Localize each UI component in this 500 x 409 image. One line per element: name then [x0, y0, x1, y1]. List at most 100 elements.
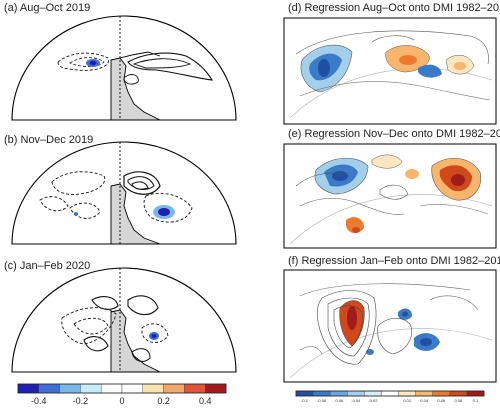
colorbar-left-swatch	[38, 383, 60, 394]
panel-e-anomaly-orange-1	[371, 154, 403, 169]
colorbar-right: -0.1 -0.08 -0.06 -0.04 -0.02 0.02 0.04 0.06 0.08…	[295, 390, 485, 403]
colorbar-right-swatch	[466, 390, 485, 397]
panel-d-anomaly-orange-core	[399, 55, 417, 65]
panel-d-anomaly-blue-small	[418, 64, 442, 78]
panel-d-contour-1	[295, 30, 489, 65]
panel-b-contour-pos-2	[127, 176, 155, 190]
panel-b-title: (b) Nov–Dec 2019	[4, 134, 94, 146]
panel-e-contour-1	[295, 173, 351, 187]
colorbar-right-tick-label: -0.04	[351, 398, 361, 403]
panel-f-contour-3	[333, 305, 363, 349]
panel-b-land	[110, 183, 161, 245]
colorbar-left-swatch	[121, 383, 143, 394]
colorbar-right-tick-label: -0.06	[334, 398, 344, 403]
panel-e-title: (e) Regression Nov–Dec onto DMI 1982–201…	[288, 128, 500, 140]
panel-d-map	[283, 17, 497, 125]
panel-f-contour-7	[299, 346, 323, 355]
panel-c-anomaly-blue-core	[151, 334, 157, 338]
colorbar-right-tick-label: -0.1	[301, 398, 309, 403]
colorbar-left-swatch	[163, 383, 185, 394]
colorbar-right-swatch	[449, 390, 468, 397]
panel-e-anomaly-blue-core	[332, 171, 348, 181]
panel-b-map	[11, 141, 237, 245]
panel-d-anomaly-blue-core	[318, 59, 330, 77]
panel-a-contour-pos-1	[127, 52, 214, 81]
panel-b-contour-pos-1	[123, 171, 161, 195]
panel-a-contour-pos-3	[123, 74, 139, 85]
colorbar-right-swatch	[381, 390, 399, 397]
colorbar-left-swatch	[100, 383, 123, 394]
panel-b-anomaly-small	[74, 212, 78, 216]
panel-f-contour-2	[327, 297, 370, 357]
colorbar-right-tick-label: 0.08	[454, 398, 463, 403]
panel-f-coast	[289, 328, 493, 379]
panel-f-anomaly-red-core	[347, 306, 357, 330]
panel-e-contour-3	[419, 204, 489, 215]
panel-c-contour-neg-1	[61, 307, 117, 345]
colorbar-left-tick-label: 0.4	[199, 396, 212, 406]
colorbar-left-swatch	[17, 383, 39, 394]
colorbar-right-swatch	[312, 390, 331, 397]
panel-c-contour-neg-3	[141, 323, 169, 343]
colorbar-right-swatch	[432, 390, 451, 397]
panel-c-map	[11, 267, 237, 373]
colorbar-right-swatch	[295, 390, 314, 397]
panel-d-anomaly-orange-2-core	[454, 62, 466, 70]
panel-c-contour-pos-1	[83, 336, 109, 352]
colorbar-left-tick-label: 0.2	[157, 396, 170, 406]
panel-c-contour-pos-4	[131, 348, 151, 362]
panel-f-contour-4	[377, 317, 412, 355]
panel-e-anomaly-orange-2	[405, 169, 419, 179]
colorbar-right-tick-label: 0.1	[473, 398, 479, 403]
panel-b-contour-neg-1	[51, 171, 106, 195]
panel-a-map	[11, 15, 237, 121]
colorbar-left-swatch	[184, 383, 206, 394]
colorbar-right-tick-label: -0.02	[368, 398, 378, 403]
panel-c-land	[110, 309, 161, 373]
panel-a-contour-neg-inner	[69, 57, 105, 68]
colorbar-right-swatch	[415, 390, 433, 397]
panel-a-contour-pos-2	[132, 58, 192, 69]
colorbar-left-swatch	[59, 383, 81, 394]
colorbar-left-tick-label: 0	[119, 396, 124, 406]
panel-f-contour-1	[316, 290, 377, 365]
panel-e-anomaly-red-core	[451, 174, 465, 186]
panel-f-contour-6	[429, 295, 479, 311]
colorbar-right-swatch	[329, 390, 348, 397]
panel-c-contour-pos-2	[91, 296, 119, 310]
colorbar-right-tick-label: 0.04	[420, 398, 429, 403]
colorbar-left: -0.4 -0.2 0 0.2 0.4	[17, 383, 227, 406]
panel-c-contour-neg-2	[73, 317, 109, 335]
panel-a-contour-neg-outer	[57, 52, 110, 71]
panel-f-map	[283, 269, 497, 383]
colorbar-right-swatch	[347, 390, 365, 397]
panel-b-contour-neg-4	[143, 192, 193, 223]
colorbar-right-tick-label: -0.08	[317, 398, 327, 403]
panel-f-anomaly-blue-3	[366, 349, 374, 355]
colorbar-right-tick-label: 0.02	[403, 398, 412, 403]
colorbar-left-frame	[17, 383, 227, 394]
colorbar-right-frame	[295, 390, 485, 397]
panel-a-title: (a) Aug–Oct 2019	[4, 2, 91, 14]
colorbar-left-tick-label: -0.4	[31, 396, 47, 406]
panel-f-frame	[283, 269, 497, 383]
colorbar-left-tick-label: -0.2	[73, 396, 89, 406]
panel-a-anomaly-blue-core	[89, 60, 97, 66]
panel-b-contour-pos-3	[131, 181, 149, 190]
panel-f-contour-5	[299, 283, 471, 297]
panel-c-title: (c) Jan–Feb 2020	[4, 260, 91, 272]
panel-d-contour-2	[299, 81, 491, 101]
panel-b-contour-neg-2	[39, 196, 69, 212]
panel-e-contour-2	[299, 197, 405, 215]
colorbar-right-swatch	[398, 390, 416, 397]
panel-b-anomaly-blue-core	[158, 208, 170, 216]
panel-f-title: (f) Regression Jan–Feb onto DMI 1982–201…	[288, 255, 500, 267]
panel-d-contour-3	[371, 35, 415, 43]
colorbar-right-tick-label: 0.06	[437, 398, 446, 403]
panel-c-contour-pos-3	[127, 295, 159, 316]
colorbar-left-swatch	[204, 383, 227, 394]
panel-b-contour-neg-3	[69, 202, 101, 219]
panel-e-map	[283, 143, 497, 249]
